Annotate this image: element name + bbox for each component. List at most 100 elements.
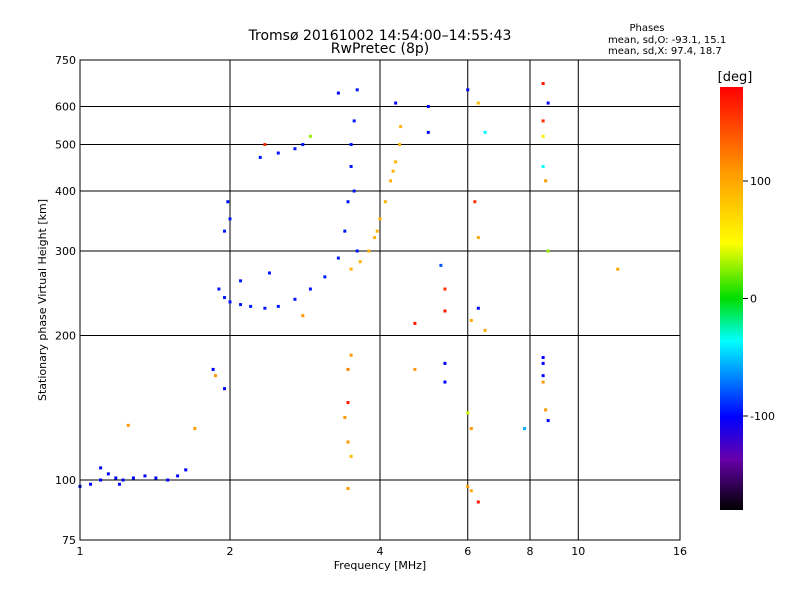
x-tick-label: 1 <box>77 545 84 558</box>
data-point <box>352 119 356 123</box>
scatter-points <box>126 82 620 504</box>
data-point <box>466 88 470 92</box>
axis-ticks: 1 2 4 6 8 10 16 75 100 200 300 400 500 600 750 <box>55 54 687 558</box>
y-axis-label: Stationary phase Virtual Height [km] <box>36 199 49 401</box>
x-tick-label: 8 <box>527 545 534 558</box>
data-point <box>443 287 447 291</box>
chart-subtitle: RwPretec (8p) <box>331 41 429 57</box>
x-tick-label: 6 <box>464 545 471 558</box>
data-point <box>239 303 243 307</box>
plot-frame <box>79 59 681 541</box>
data-point <box>541 134 545 138</box>
data-point <box>176 474 180 478</box>
data-point <box>228 300 232 304</box>
data-point <box>544 408 548 412</box>
data-point <box>443 361 447 365</box>
data-point <box>355 88 359 92</box>
data-point <box>276 304 280 308</box>
data-point <box>213 374 217 378</box>
data-point <box>308 134 312 138</box>
data-point <box>336 91 340 95</box>
data-point <box>541 164 545 168</box>
data-point <box>483 328 487 332</box>
data-point <box>476 236 480 240</box>
data-point <box>398 143 402 147</box>
data-point <box>616 267 620 271</box>
data-point <box>473 200 477 204</box>
x-tick-label: 16 <box>673 545 687 558</box>
colorbar <box>720 87 743 510</box>
data-point <box>413 367 417 371</box>
x-tick-label: 4 <box>377 545 384 558</box>
stats-line-o: mean, sd,O: -93.1, 15.1 <box>608 35 726 46</box>
data-point <box>466 484 470 488</box>
data-point <box>383 200 387 204</box>
colorbar-ticks: 100 0 -100 <box>743 175 775 423</box>
x-tick-label: 2 <box>227 545 234 558</box>
grid-lines <box>80 60 680 540</box>
data-point <box>394 160 398 164</box>
stats-line-x: mean, sd,X: 97.4, 18.7 <box>608 46 722 57</box>
data-point <box>373 236 377 240</box>
data-point <box>426 130 430 134</box>
y-tick-label: 300 <box>55 245 76 258</box>
data-point <box>349 353 353 357</box>
data-point <box>117 482 121 486</box>
data-point <box>346 487 350 491</box>
data-point <box>466 411 470 415</box>
data-point <box>391 169 395 173</box>
data-point <box>355 249 359 253</box>
data-point <box>267 271 271 275</box>
data-point <box>293 147 297 151</box>
data-point <box>476 500 480 504</box>
colorbar-label: [deg] <box>718 70 753 85</box>
data-point <box>249 304 253 308</box>
data-point <box>126 423 130 427</box>
colorbar-tick-label: 100 <box>750 175 771 188</box>
data-point <box>426 105 430 109</box>
data-point <box>541 82 545 86</box>
y-tick-label: 75 <box>62 534 76 547</box>
data-point <box>483 130 487 134</box>
series-2 <box>349 125 403 271</box>
data-point <box>89 482 93 486</box>
y-tick-label: 600 <box>55 101 76 114</box>
data-point <box>349 267 353 271</box>
data-point <box>99 466 103 470</box>
data-point <box>346 401 350 405</box>
data-point <box>121 478 125 482</box>
data-point <box>346 200 350 204</box>
data-point <box>193 427 197 431</box>
data-point <box>263 306 267 310</box>
data-point <box>114 476 118 480</box>
data-point <box>276 151 280 155</box>
data-point <box>469 427 473 431</box>
y-tick-label: 500 <box>55 139 76 152</box>
data-point <box>349 143 353 147</box>
data-point <box>131 476 135 480</box>
colorbar-tick-label: -100 <box>750 410 775 423</box>
data-point <box>323 275 327 279</box>
data-point <box>258 155 262 159</box>
data-point <box>217 287 221 291</box>
data-point <box>546 101 550 105</box>
stats-heading: Phases <box>629 23 664 34</box>
data-point <box>523 427 527 431</box>
data-point <box>301 314 305 318</box>
data-point <box>546 419 550 423</box>
chart-title: Tromsø 20161002 14:54:00–14:55:43 <box>248 28 512 44</box>
series-1 <box>217 88 359 310</box>
data-point <box>343 415 347 419</box>
data-point <box>352 189 356 193</box>
data-point <box>469 318 473 322</box>
data-point <box>541 119 545 123</box>
data-point <box>343 229 347 233</box>
data-point <box>143 474 147 478</box>
data-point <box>443 309 447 313</box>
data-point <box>476 306 480 310</box>
data-point <box>546 249 550 253</box>
y-tick-label: 400 <box>55 185 76 198</box>
data-point <box>389 179 393 183</box>
data-point <box>223 387 227 391</box>
